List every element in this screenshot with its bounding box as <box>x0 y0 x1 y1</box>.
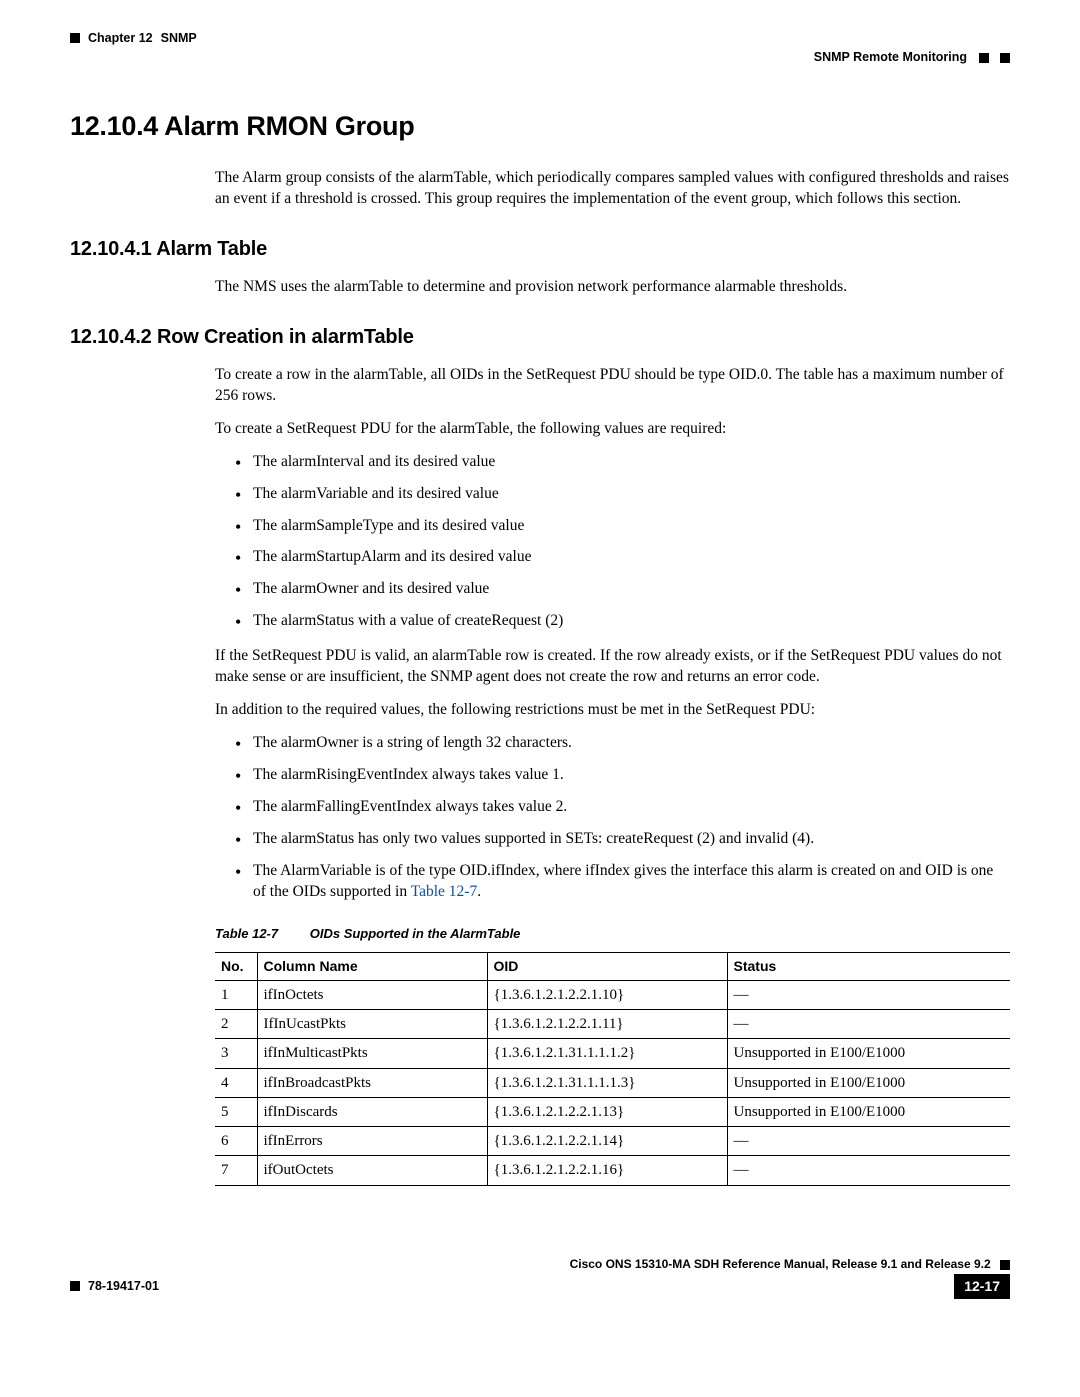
heading-1: 12.10.4 Alarm RMON Group <box>70 108 1010 144</box>
section-title: SNMP Remote Monitoring <box>814 50 967 64</box>
table-row: 1ifInOctets{1.3.6.1.2.1.2.2.1.10}— <box>215 980 1010 1009</box>
list-item: The alarmStatus has only two values supp… <box>235 829 1010 850</box>
table-row: 2IfInUcastPkts{1.3.6.1.2.1.2.2.1.11}— <box>215 1010 1010 1039</box>
table-cell: — <box>727 1010 1010 1039</box>
table-cell: IfInUcastPkts <box>257 1010 487 1039</box>
page-header-section: SNMP Remote Monitoring <box>70 49 1010 66</box>
footer-marker-2 <box>70 1281 80 1291</box>
table-cell: ifInOctets <box>257 980 487 1009</box>
table-cell: {1.3.6.1.2.1.2.2.1.11} <box>487 1010 727 1039</box>
table-cell: Unsupported in E100/E1000 <box>727 1039 1010 1068</box>
table-cell: ifInMulticastPkts <box>257 1039 487 1068</box>
list-item: The alarmStartupAlarm and its desired va… <box>235 547 1010 568</box>
paragraph: To create a SetRequest PDU for the alarm… <box>215 419 1010 440</box>
paragraph: The Alarm group consists of the alarmTab… <box>215 168 1010 210</box>
table-header-cell: No. <box>215 953 257 981</box>
table-header-cell: Status <box>727 953 1010 981</box>
table-cell: 6 <box>215 1127 257 1156</box>
list-restrictions: The alarmOwner is a string of length 32 … <box>235 733 1010 903</box>
list-item: The alarmRisingEventIndex always takes v… <box>235 765 1010 786</box>
page-footer: Cisco ONS 15310-MA SDH Reference Manual,… <box>70 1256 1010 1299</box>
table-cell: 2 <box>215 1010 257 1039</box>
table-cell: ifInBroadcastPkts <box>257 1068 487 1097</box>
heading-2-alarm-table: 12.10.4.1 Alarm Table <box>70 236 1010 263</box>
footer-marker-1 <box>1000 1260 1010 1270</box>
table-row: 7ifOutOctets{1.3.6.1.2.1.2.2.1.16}— <box>215 1156 1010 1185</box>
table-cell: ifInErrors <box>257 1127 487 1156</box>
table-cell: {1.3.6.1.2.1.2.2.1.14} <box>487 1127 727 1156</box>
table-cell: 7 <box>215 1156 257 1185</box>
paragraph: To create a row in the alarmTable, all O… <box>215 365 1010 407</box>
table-cell: ifOutOctets <box>257 1156 487 1185</box>
list-item: The alarmFallingEventIndex always takes … <box>235 797 1010 818</box>
chapter-title: SNMP <box>161 30 197 47</box>
table-cell: {1.3.6.1.2.1.2.2.1.16} <box>487 1156 727 1185</box>
table-row: 4ifInBroadcastPkts{1.3.6.1.2.1.31.1.1.1.… <box>215 1068 1010 1097</box>
table-cell: {1.3.6.1.2.1.2.2.1.13} <box>487 1097 727 1126</box>
list-item: The alarmStatus with a value of createRe… <box>235 611 1010 632</box>
table-row: 5ifInDiscards{1.3.6.1.2.1.2.2.1.13}Unsup… <box>215 1097 1010 1126</box>
table-caption-label: Table 12-7 <box>215 925 278 943</box>
body-intro: The Alarm group consists of the alarmTab… <box>215 168 1010 210</box>
footer-doc-number: 78-19417-01 <box>88 1278 159 1295</box>
paragraph: The NMS uses the alarmTable to determine… <box>215 277 1010 298</box>
chapter-label: Chapter 12 <box>88 30 153 47</box>
table-cell: {1.3.6.1.2.1.31.1.1.1.2} <box>487 1039 727 1068</box>
body-row-creation: To create a row in the alarmTable, all O… <box>215 365 1010 1186</box>
oid-table: No.Column NameOIDStatus 1ifInOctets{1.3.… <box>215 952 1010 1186</box>
page-number-badge: 12-17 <box>954 1274 1010 1299</box>
table-cell: ifInDiscards <box>257 1097 487 1126</box>
header-marker-right-1 <box>979 53 989 63</box>
table-cell: 3 <box>215 1039 257 1068</box>
table-caption-title: OIDs Supported in the AlarmTable <box>310 926 521 941</box>
table-row: 3ifInMulticastPkts{1.3.6.1.2.1.31.1.1.1.… <box>215 1039 1010 1068</box>
header-marker-left <box>70 33 80 43</box>
table-cell: 5 <box>215 1097 257 1126</box>
table-cell: — <box>727 980 1010 1009</box>
header-marker-right-2 <box>1000 53 1010 63</box>
heading-2-row-creation: 12.10.4.2 Row Creation in alarmTable <box>70 324 1010 351</box>
table-cell: Unsupported in E100/E1000 <box>727 1068 1010 1097</box>
list-item: The alarmInterval and its desired value <box>235 452 1010 473</box>
list-item: The alarmSampleType and its desired valu… <box>235 516 1010 537</box>
list-required-values: The alarmInterval and its desired value T… <box>235 452 1010 633</box>
paragraph: In addition to the required values, the … <box>215 700 1010 721</box>
table-header-cell: Column Name <box>257 953 487 981</box>
body-alarm-table: The NMS uses the alarmTable to determine… <box>215 277 1010 298</box>
list-item: The alarmVariable and its desired value <box>235 484 1010 505</box>
table-reference-link[interactable]: Table 12-7 <box>411 883 478 900</box>
table-cell: {1.3.6.1.2.1.2.2.1.10} <box>487 980 727 1009</box>
table-cell: Unsupported in E100/E1000 <box>727 1097 1010 1126</box>
table-cell: 4 <box>215 1068 257 1097</box>
table-cell: 1 <box>215 980 257 1009</box>
list-item: The alarmOwner is a string of length 32 … <box>235 733 1010 754</box>
list-item: The AlarmVariable is of the type OID.ifI… <box>235 861 1010 903</box>
table-cell: — <box>727 1127 1010 1156</box>
table-caption: Table 12-7 OIDs Supported in the AlarmTa… <box>215 925 1010 943</box>
paragraph: If the SetRequest PDU is valid, an alarm… <box>215 646 1010 688</box>
table-cell: — <box>727 1156 1010 1185</box>
list-item: The alarmOwner and its desired value <box>235 579 1010 600</box>
page-header-top: Chapter 12 SNMP <box>70 30 1010 47</box>
table-cell: {1.3.6.1.2.1.31.1.1.1.3} <box>487 1068 727 1097</box>
footer-manual-title: Cisco ONS 15310-MA SDH Reference Manual,… <box>570 1257 991 1271</box>
table-header-cell: OID <box>487 953 727 981</box>
table-row: 6ifInErrors{1.3.6.1.2.1.2.2.1.14}— <box>215 1127 1010 1156</box>
